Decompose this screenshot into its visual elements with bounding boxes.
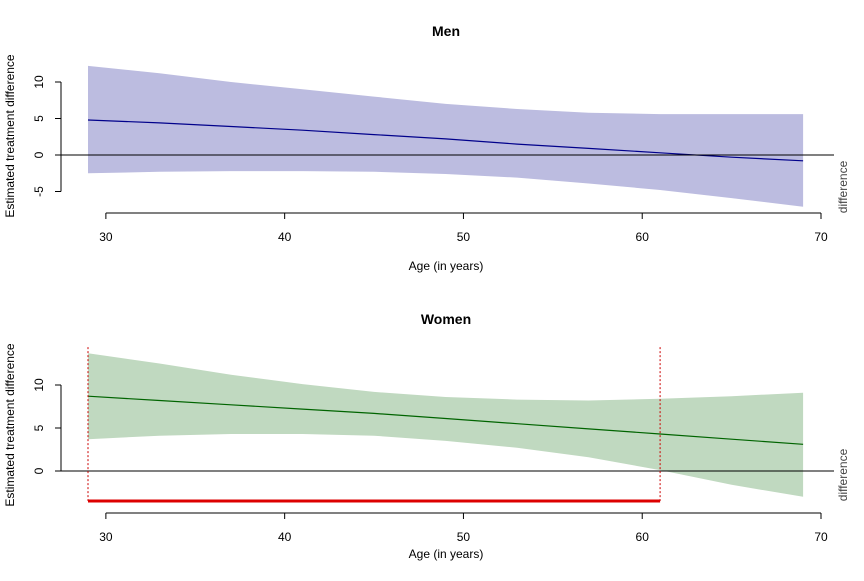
men-title: Men — [432, 23, 460, 39]
men-x-tick-label: 60 — [636, 230, 650, 244]
men-x-axis-label: Age (in years) — [409, 259, 484, 273]
men-confidence-band — [88, 65, 804, 207]
women-x-axis-label: Age (in years) — [409, 547, 484, 561]
women-x-tick-label: 30 — [99, 530, 113, 544]
women-title: Women — [421, 311, 471, 327]
women-panel: Women 30 40 50 60 70 0 5 10 Age (in years) Est… — [3, 311, 850, 561]
men-x-tick-label: 70 — [814, 230, 828, 244]
women-x-tick-label: 60 — [636, 530, 650, 544]
women-confidence-band — [88, 353, 804, 497]
men-x-tick-label: 30 — [99, 230, 113, 244]
women-right-label: difference — [836, 448, 850, 501]
men-y-tick-label: 10 — [32, 75, 46, 89]
men-y-tick-label: 5 — [32, 115, 46, 122]
women-x-tick-label: 70 — [814, 530, 828, 544]
men-y-axis-label: Estimated treatment difference — [3, 54, 17, 218]
men-estimate-line-group — [87, 119, 804, 162]
men-y-tick-label: -5 — [32, 186, 46, 197]
women-estimate-line-group — [87, 395, 804, 445]
women-x-axis: 30 40 50 60 70 — [99, 512, 828, 544]
men-y-tick-label: 0 — [32, 151, 46, 158]
men-y-axis: -5 0 5 10 — [32, 75, 62, 197]
women-y-tick-label: 0 — [32, 467, 46, 474]
women-y-tick-label: 5 — [32, 424, 46, 431]
men-x-tick-label: 50 — [457, 230, 471, 244]
men-right-label: difference — [836, 160, 850, 213]
women-y-tick-label: 10 — [32, 378, 46, 392]
men-confidence-band-group — [88, 65, 804, 207]
women-x-tick-label: 50 — [457, 530, 471, 544]
women-y-axis-label: Estimated treatment difference — [3, 343, 17, 507]
men-estimate-line — [87, 119, 804, 162]
men-panel: Men 30 40 50 60 70 -5 0 5 10 Age (in years) Est… — [3, 23, 850, 273]
women-significance-group — [87, 347, 661, 503]
women-confidence-band-group — [88, 353, 804, 497]
women-y-axis: 0 5 10 — [32, 378, 62, 474]
men-x-axis: 30 40 50 60 70 — [99, 212, 828, 244]
women-estimate-line — [87, 395, 804, 445]
women-x-tick-label: 40 — [278, 530, 292, 544]
men-x-tick-label: 40 — [278, 230, 292, 244]
